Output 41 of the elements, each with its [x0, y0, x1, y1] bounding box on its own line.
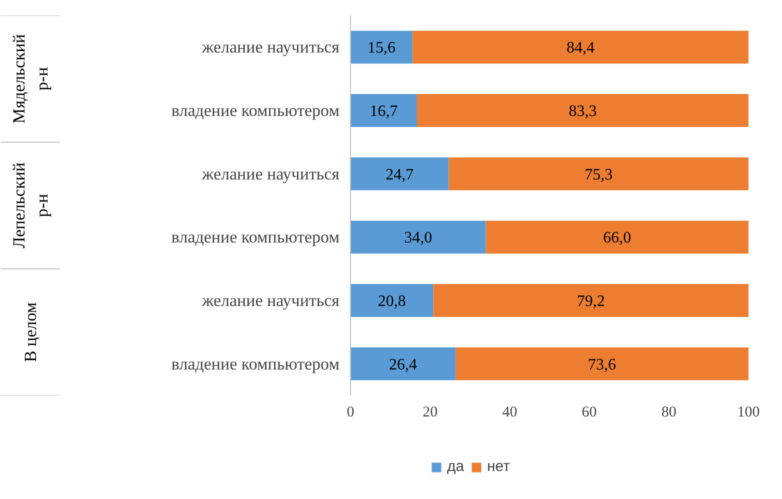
- data-label: 84,4: [566, 40, 595, 57]
- bar: [486, 220, 748, 254]
- y-tick-label: владение компьютером: [171, 101, 340, 120]
- legend-label: да: [447, 458, 466, 475]
- bar: [456, 347, 748, 380]
- data-label: 73,6: [588, 356, 616, 374]
- bar: [350, 94, 417, 127]
- y-tick-label: владение компьютером: [171, 354, 340, 374]
- x-tick-label: 60: [582, 404, 597, 420]
- bar: [416, 94, 748, 127]
- text: Лепельский р-н: [10, 162, 52, 248]
- x-tick-label: 40: [502, 404, 518, 420]
- bar: [433, 284, 748, 317]
- data-label: 16,7: [370, 103, 398, 120]
- bar: [448, 157, 748, 190]
- data-label: 75,3: [584, 166, 613, 184]
- bar: [350, 284, 434, 317]
- legend-label: нет: [487, 458, 510, 475]
- y-tick-label: желание научиться: [200, 291, 340, 310]
- data-label: 79,2: [576, 293, 605, 310]
- data-label: 83,3: [568, 103, 597, 120]
- x-tick-label: 100: [737, 404, 760, 420]
- y-tick-label: желание научиться: [200, 164, 340, 184]
- data-label: 26,4: [389, 356, 418, 374]
- text: В целом: [21, 302, 40, 362]
- data-label: 24,7: [386, 166, 414, 184]
- data-label: 15,6: [368, 40, 396, 57]
- x-tick-label: 20: [422, 404, 438, 420]
- bar: [350, 30, 413, 64]
- bar: [412, 30, 748, 64]
- y-tick-label: владение компьютером: [171, 228, 340, 247]
- x-tick-label: 0: [346, 404, 354, 420]
- y-tick-label: желание научиться: [200, 38, 340, 57]
- bar: [350, 157, 449, 190]
- x-tick-label: 80: [661, 404, 676, 420]
- data-label: 66,0: [603, 230, 632, 247]
- text: Мядельский р-н: [10, 34, 52, 124]
- data-label: 20,8: [378, 293, 406, 310]
- bar: [350, 347, 456, 380]
- data-label: 34,0: [404, 230, 432, 247]
- bar: [350, 220, 486, 254]
